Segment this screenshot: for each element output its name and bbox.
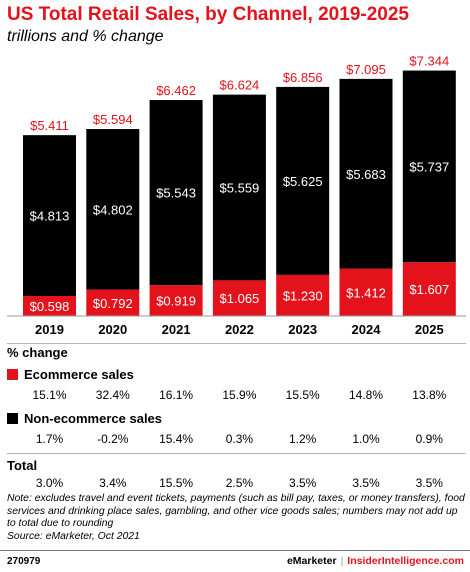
- label-total-2023: $6.856: [283, 70, 323, 85]
- total-label: Total: [7, 458, 38, 473]
- total-change-row: 3.0% 3.4% 15.5% 2.5% 3.5% 3.5% 3.5%: [0, 476, 470, 492]
- non-ecommerce-change-2019: 1.7%: [35, 432, 64, 446]
- legend-swatch-non-ecommerce: [7, 413, 18, 424]
- x-tick-2020: 2020: [98, 322, 127, 337]
- total-change-2020: 3.4%: [99, 476, 127, 490]
- legend-non-ecommerce: Non-ecommerce sales: [7, 411, 162, 426]
- total-change-2024: 3.5%: [352, 476, 380, 490]
- legend-label-non-ecommerce: Non-ecommerce sales: [24, 411, 163, 426]
- bar-ecommerce-2025: [402, 262, 456, 316]
- label-ecommerce-2019: $0.598: [30, 299, 70, 314]
- divider: [7, 343, 466, 344]
- footnote: Note: excludes travel and event tickets,…: [7, 493, 467, 543]
- legend-swatch-ecommerce: [7, 369, 18, 380]
- label-ecommerce-2020: $0.792: [93, 296, 133, 311]
- chart-subtitle: trillions and % change: [7, 28, 164, 45]
- non-ecommerce-change-2021: 15.4%: [159, 432, 194, 446]
- chart-id: 270979: [7, 556, 41, 567]
- ecommerce-change-2020: 32.4%: [95, 388, 130, 402]
- label-non-ecommerce-2024: $5.683: [346, 167, 386, 182]
- note-text: Note: excludes travel and event tickets,…: [7, 493, 465, 529]
- stacked-bar-chart: $4.813 $0.598 $5.411 2019 $4.802 $0.792 $5.594…: [7, 54, 466, 337]
- x-tick-2024: 2024: [352, 322, 382, 337]
- x-tick-2021: 2021: [162, 322, 191, 337]
- x-tick-2025: 2025: [415, 322, 444, 337]
- label-ecommerce-2023: $1.230: [283, 288, 323, 303]
- non-ecommerce-change-2022: 0.3%: [225, 432, 254, 446]
- source-text: Source: eMarketer, Oct 2021: [7, 530, 140, 542]
- bar-non-ecommerce-2020: [86, 129, 140, 290]
- bar-non-ecommerce-2024: [339, 78, 393, 269]
- ecommerce-change-2023: 15.5%: [285, 388, 320, 402]
- bar-non-ecommerce-2021: [149, 100, 203, 286]
- label-total-2020: $5.594: [93, 112, 133, 127]
- label-total-2019: $5.411: [30, 118, 69, 133]
- label-total-2024: $7.095: [346, 62, 386, 77]
- bar-non-ecommerce-2019: [23, 135, 76, 297]
- ecommerce-change-row: 15.1% 32.4% 16.1% 15.9% 15.5% 14.8% 13.8%: [0, 388, 470, 404]
- label-total-2022: $6.624: [220, 78, 260, 93]
- bar-ecommerce-2021: [149, 285, 203, 316]
- chart-title: US Total Retail Sales, by Channel, 2019-…: [7, 4, 409, 25]
- label-total-2021: $6.462: [156, 83, 196, 98]
- bar-non-ecommerce-2022: [212, 94, 266, 281]
- total-change-2023: 3.5%: [289, 476, 317, 490]
- brand: eMarketer | InsiderIntelligence.com: [287, 555, 464, 567]
- divider: [7, 453, 466, 454]
- label-ecommerce-2025: $1.607: [409, 282, 449, 297]
- legend-label-ecommerce: Ecommerce sales: [24, 367, 134, 382]
- total-change-2025: 3.5%: [415, 476, 443, 490]
- non-ecommerce-change-2024: 1.0%: [352, 432, 380, 446]
- label-ecommerce-2021: $0.919: [156, 294, 196, 309]
- non-ecommerce-change-2023: 1.2%: [289, 432, 317, 446]
- bar-ecommerce-2020: [86, 289, 140, 316]
- bar-ecommerce-2024: [339, 268, 393, 316]
- total-change-2022: 2.5%: [225, 476, 254, 490]
- bar-ecommerce-2023: [276, 274, 330, 316]
- label-non-ecommerce-2019: $4.813: [30, 209, 70, 224]
- brand-separator: |: [340, 555, 344, 567]
- x-tick-2019: 2019: [35, 322, 64, 337]
- brand-emarketer: eMarketer: [286, 555, 337, 567]
- ecommerce-change-2024: 14.8%: [348, 388, 384, 402]
- brand-site-link[interactable]: InsiderIntelligence.com: [347, 555, 464, 567]
- label-non-ecommerce-2021: $5.543: [156, 186, 196, 201]
- ecommerce-change-2021: 16.1%: [159, 388, 194, 402]
- total-change-2021: 15.5%: [159, 476, 194, 490]
- non-ecommerce-change-2020: -0.2%: [97, 432, 129, 446]
- footer-divider: [0, 550, 470, 551]
- total-change-2019: 3.0%: [35, 476, 64, 490]
- label-ecommerce-2024: $1.412: [346, 285, 386, 300]
- ecommerce-change-2025: 13.8%: [412, 388, 447, 402]
- non-ecommerce-change-2025: 0.9%: [415, 432, 443, 446]
- ecommerce-change-2019: 15.1%: [32, 388, 67, 402]
- label-non-ecommerce-2020: $4.802: [93, 202, 133, 217]
- label-non-ecommerce-2022: $5.559: [220, 181, 260, 196]
- pct-change-header: % change: [7, 345, 68, 360]
- bar-ecommerce-2019: [23, 296, 76, 316]
- x-tick-2022: 2022: [225, 322, 254, 337]
- label-total-2025: $7.344: [409, 54, 449, 69]
- ecommerce-change-2022: 15.9%: [222, 388, 257, 402]
- label-ecommerce-2022: $1.065: [220, 291, 260, 306]
- bar-non-ecommerce-2025: [402, 70, 456, 263]
- non-ecommerce-change-row: 1.7% -0.2% 15.4% 0.3% 1.2% 1.0% 0.9%: [0, 432, 470, 448]
- bar-non-ecommerce-2023: [276, 86, 330, 275]
- x-tick-2023: 2023: [288, 322, 317, 337]
- bar-ecommerce-2022: [212, 280, 266, 316]
- label-non-ecommerce-2023: $5.625: [283, 174, 323, 189]
- label-non-ecommerce-2025: $5.737: [409, 159, 449, 174]
- legend-ecommerce: Ecommerce sales: [7, 367, 134, 382]
